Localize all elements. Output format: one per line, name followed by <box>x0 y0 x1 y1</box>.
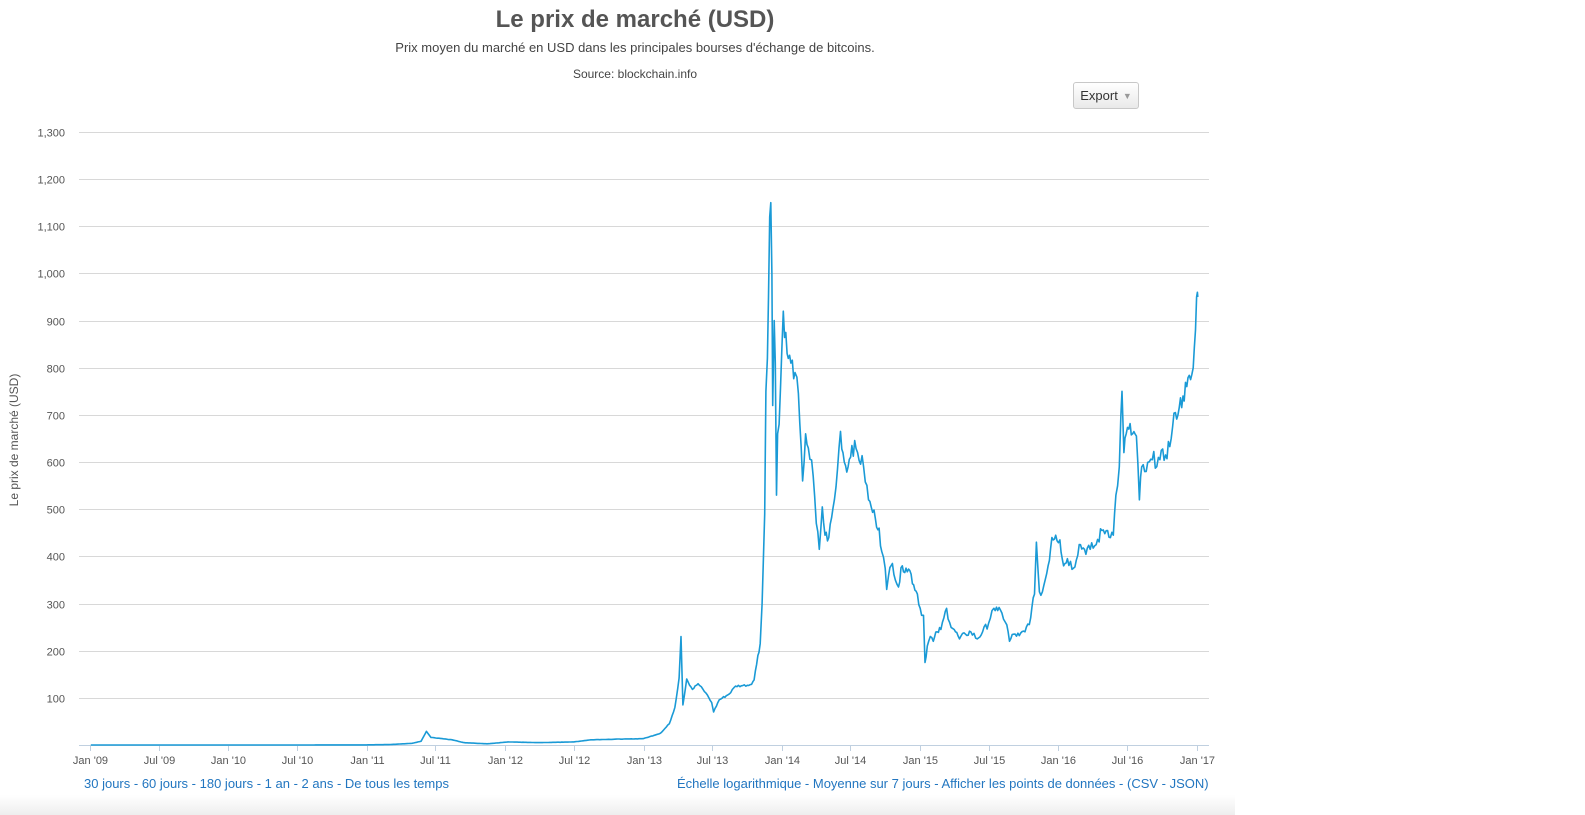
x-tick-label: Jan '13 <box>627 755 662 767</box>
y-tick-label: 1,200 <box>37 175 65 187</box>
y-tick-label: 700 <box>47 411 65 423</box>
y-tick-label: 500 <box>47 505 65 517</box>
chart-title: Le prix de marché (USD) <box>495 6 775 33</box>
range-link[interactable]: 1 an <box>264 776 290 791</box>
range-link[interactable]: 60 jours <box>141 776 189 791</box>
bottom-edge <box>0 795 1235 815</box>
y-tick-label: 1,300 <box>37 128 65 140</box>
x-tick-label: Jan '17 <box>1180 755 1215 767</box>
range-link[interactable]: 2 ans <box>301 776 334 791</box>
x-tick-label: Jan '12 <box>488 755 523 767</box>
y-tick-label: 300 <box>47 600 65 612</box>
export-button[interactable]: Export ▼ <box>1073 82 1139 109</box>
link-separator: ) <box>1204 776 1209 791</box>
option-links: Échelle logarithmique - Moyenne sur 7 jo… <box>677 776 1209 791</box>
page: Le prix de marché (USD) Prix moyen du ma… <box>0 6 1235 815</box>
x-tick-label: Jul '11 <box>420 755 451 767</box>
chart-source: Source: blockchain.info <box>572 67 698 81</box>
link-separator: - <box>333 776 345 791</box>
y-tick-label: 900 <box>47 317 65 329</box>
range-links: 30 jours - 60 jours - 180 jours - 1 an -… <box>84 776 449 791</box>
y-tick-label: 100 <box>47 694 65 706</box>
x-tick-label: Jul '15 <box>974 755 1005 767</box>
link-separator: - <box>188 776 200 791</box>
range-link[interactable]: 180 jours <box>199 776 254 791</box>
option-link[interactable]: Échelle logarithmique <box>677 776 802 791</box>
caret-down-icon: ▼ <box>1122 90 1132 101</box>
range-link[interactable]: De tous les temps <box>344 776 449 791</box>
link-separator: - ( <box>1115 776 1132 791</box>
link-separator: - <box>130 776 142 791</box>
link-separator: - <box>289 776 302 791</box>
y-tick-label: 1,100 <box>37 222 65 234</box>
x-tick-label: Jan '11 <box>350 755 384 767</box>
y-tick-label: 600 <box>47 458 65 470</box>
x-tick-label: Jan '15 <box>903 755 938 767</box>
blank-area <box>1235 0 1585 815</box>
y-tick-label: 200 <box>47 647 65 659</box>
x-tick-label: Jul '09 <box>144 755 175 767</box>
x-axis: Jan '09 Jul '09 Jan '10 Jul '10 Jan '11 Jul '… <box>73 745 1215 767</box>
x-tick-label: Jan '16 <box>1041 755 1076 767</box>
x-tick-label: Jul '13 <box>697 755 728 767</box>
range-link[interactable]: 30 jours <box>84 776 131 791</box>
x-tick-label: Jul '14 <box>835 755 866 767</box>
x-tick-label: Jan '10 <box>211 755 246 767</box>
y-axis-title: Le prix de marché (USD) <box>7 374 21 507</box>
y-axis-labels: 100 200 300 400 500 600 700 800 900 1,000 1,100 1,2… <box>37 128 65 706</box>
chart-subtitle: Prix moyen du marché en USD dans les pri… <box>395 40 875 55</box>
y-tick-label: 800 <box>47 364 65 376</box>
download-link[interactable]: CSV <box>1131 776 1159 791</box>
download-link[interactable]: JSON <box>1169 776 1205 791</box>
grid-lines <box>79 132 1209 699</box>
x-tick-label: Jan '09 <box>73 755 108 767</box>
y-tick-label: 400 <box>47 552 65 564</box>
y-tick-label: 1,000 <box>37 269 65 281</box>
export-label: Export <box>1080 88 1118 103</box>
link-separator: - <box>253 776 265 791</box>
x-tick-label: Jul '16 <box>1112 755 1143 767</box>
link-separator: - <box>1158 776 1170 791</box>
option-link[interactable]: Moyenne sur 7 jours <box>812 776 931 791</box>
option-link[interactable]: Afficher les points de données <box>941 776 1116 791</box>
link-separator: - <box>801 776 813 791</box>
x-tick-label: Jan '14 <box>765 755 800 767</box>
link-separator: - <box>930 776 942 791</box>
x-tick-label: Jul '10 <box>282 755 313 767</box>
x-tick-label: Jul '12 <box>559 755 590 767</box>
price-chart: 100 200 300 400 500 600 700 800 900 1,000 1,100 1,2… <box>7 128 1215 768</box>
price-series-line <box>90 201 1199 746</box>
